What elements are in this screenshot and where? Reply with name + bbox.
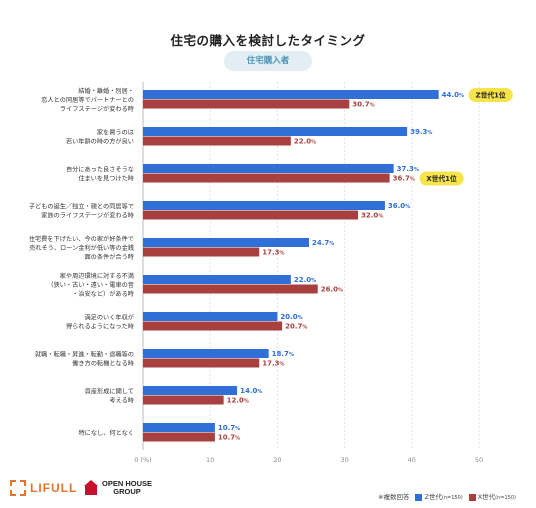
data-label-7-series-0: 18.7% — [272, 350, 294, 358]
legend-label-x: X世代 — [477, 493, 496, 501]
category-label-5-line-1: （狭い・古い・遠い・電車の音 — [47, 281, 134, 289]
category-label-7-line-0: 就職・転職・昇進・転勤・退職等の — [35, 351, 134, 359]
category-label-4-line-1: 売れそう、ローン金利が低い等の金銭 — [29, 244, 135, 252]
x-tick-label-20: 20 — [273, 456, 281, 464]
annotation-text-1: X世代1位 — [426, 174, 457, 183]
category-label-0-line-1: 恋人との同居等でパートナーとの — [41, 96, 134, 104]
bar-2-series-1 — [143, 173, 390, 183]
bar-7-series-1 — [143, 358, 260, 368]
bar-9-series-0 — [143, 423, 215, 432]
data-label-5-series-1: 26.0% — [321, 286, 343, 294]
lifull-logo-text: LIFULL — [30, 481, 78, 495]
legend-item-x: X世代(n=150) — [468, 491, 516, 501]
annotation-text-0: Z世代1位 — [476, 91, 506, 100]
category-label-8-line-1: 考える時 — [109, 397, 134, 405]
data-label-4-series-0: 24.7% — [312, 239, 334, 247]
bar-9-series-1 — [143, 432, 215, 442]
data-label-8-series-1: 12.0% — [227, 397, 249, 405]
category-label-5-line-0: 家や周辺環境に対する不満 — [60, 272, 134, 280]
annotation-badge-1 — [419, 171, 464, 186]
openhouse-house-icon — [84, 480, 98, 496]
data-label-2-series-0: 37.3% — [397, 165, 419, 173]
bar-7-series-0 — [143, 349, 269, 358]
bar-8-series-1 — [143, 395, 224, 405]
bar-4-series-0 — [143, 238, 309, 247]
category-label-3-line-1: 家族のライフステージが変わる時 — [41, 212, 134, 220]
category-label-2-line-0: 自分にあった良さそうな — [66, 166, 134, 174]
category-label-4-line-2: 面の条件が合う時 — [85, 253, 135, 261]
data-label-6-series-1: 20.7% — [285, 323, 307, 331]
x-tick-label-40: 40 — [408, 456, 416, 464]
data-label-3-series-1: 32.0% — [361, 212, 383, 220]
data-label-0-series-0: 44.0% — [442, 91, 464, 99]
lifull-logo: LIFULL — [10, 480, 77, 496]
category-label-4-line-0: 住宅費を下げたい、今の家が好条件で — [29, 235, 134, 243]
category-label-1-line-1: 若い年齢の時の方が良い — [66, 138, 134, 146]
legend-swatch-z — [415, 493, 423, 501]
data-label-9-series-0: 10.7% — [218, 424, 240, 432]
category-label-8-line-0: 資産形成に関して — [85, 388, 134, 396]
bar-0-series-1 — [143, 99, 350, 109]
data-label-4-series-1: 17.3% — [262, 249, 284, 257]
category-label-1-line-0: 家を買うのは — [97, 129, 134, 137]
bar-8-series-0 — [143, 386, 238, 395]
data-label-5-series-0: 22.0% — [294, 276, 316, 284]
x-tick-label-50: 50 — [475, 456, 483, 464]
bar-5-series-0 — [143, 275, 291, 284]
data-label-1-series-1: 22.0% — [294, 138, 316, 146]
openhouse-logo: OPEN HOUSE GROUP — [84, 480, 152, 496]
category-label-6-line-0: 満足のいく年収が — [85, 314, 135, 322]
bar-1-series-0 — [143, 127, 408, 136]
bar-5-series-1 — [143, 284, 318, 294]
lifull-mark-icon — [10, 480, 26, 496]
bar-0-series-0 — [143, 90, 439, 99]
legend-label-z: Z世代 — [424, 493, 442, 501]
bar-3-series-1 — [143, 210, 359, 220]
chart-legend: ※複数回答 Z世代(n=150) X世代(n=150) — [378, 491, 516, 501]
data-label-0-series-1: 30.7% — [352, 101, 374, 109]
category-label-9-line-0: 特になし、何となく — [78, 429, 134, 437]
category-label-5-line-2: ・治安など）がある時 — [72, 290, 134, 298]
chart-title: 住宅の購入を検討したタイミング — [170, 33, 366, 48]
x-tick-label-0: 0 (%) — [134, 456, 151, 464]
legend-swatch-x — [468, 493, 476, 501]
data-label-8-series-0: 14.0% — [240, 387, 262, 395]
legend-note-x: (n=150) — [495, 495, 516, 501]
x-tick-label-30: 30 — [340, 456, 348, 464]
data-label-2-series-1: 36.7% — [393, 175, 415, 183]
bar-1-series-1 — [143, 136, 291, 146]
category-label-2-line-1: 住まいを見つけた時 — [78, 175, 134, 183]
annotation-badge-0 — [468, 88, 513, 102]
bar-3-series-0 — [143, 201, 385, 210]
subtitle-badge: 住宅購入者 — [224, 51, 312, 71]
category-label-6-line-1: 得られるようになった時 — [66, 323, 134, 331]
bar-4-series-1 — [143, 247, 260, 257]
x-tick-label-10: 10 — [206, 456, 214, 464]
multiple-answer-note: ※複数回答 — [378, 493, 410, 501]
category-label-7-line-1: 働き方の転機となる時 — [72, 360, 134, 368]
data-label-9-series-1: 10.7% — [218, 434, 240, 442]
openhouse-logo-line1: OPEN HOUSE — [102, 479, 153, 488]
bar-6-series-0 — [143, 312, 278, 321]
data-label-1-series-0: 39.3% — [410, 128, 432, 136]
bar-6-series-1 — [143, 321, 283, 331]
data-label-6-series-0: 20.0% — [280, 313, 302, 321]
legend-item-z: Z世代(n=150) — [415, 491, 463, 501]
data-label-7-series-1: 17.3% — [262, 360, 284, 368]
bar-2-series-0 — [143, 164, 394, 173]
openhouse-logo-line2: GROUP — [113, 487, 141, 496]
category-label-3-line-0: 子どもの誕生／独立・親との同居等で — [29, 203, 134, 211]
legend-note-z: (n=150) — [441, 495, 463, 501]
category-label-0-line-2: ライフステージが変わる時 — [60, 105, 134, 113]
category-label-0-line-0: 結婚・離婚・別居・ — [78, 87, 134, 95]
data-label-3-series-0: 36.0% — [388, 202, 410, 210]
